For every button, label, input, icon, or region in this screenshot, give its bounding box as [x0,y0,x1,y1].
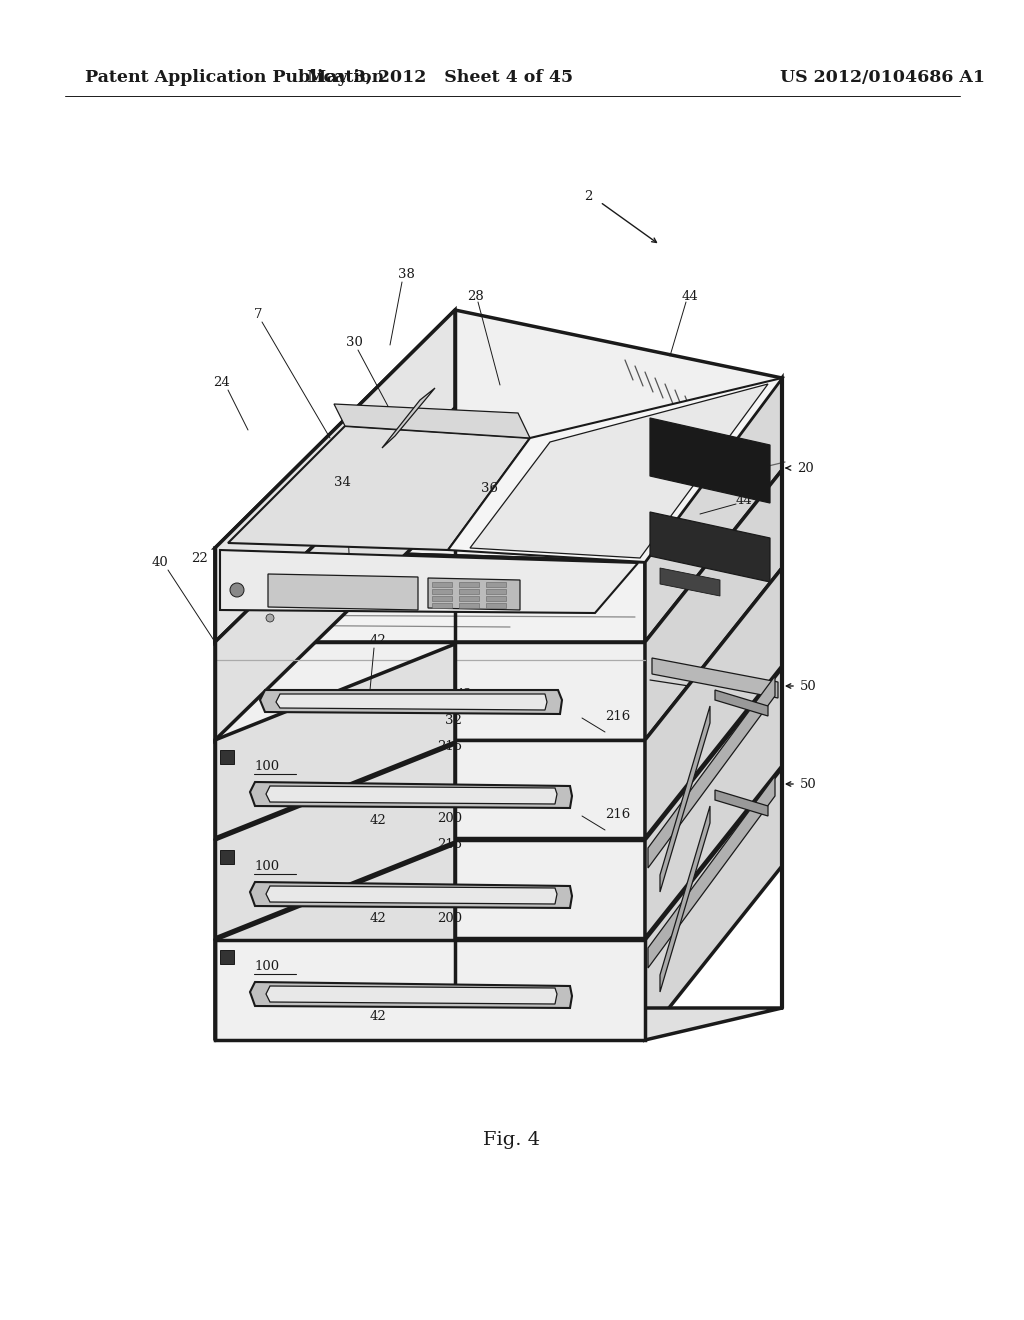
Text: 42: 42 [370,813,386,826]
Text: 215: 215 [437,837,463,850]
Polygon shape [215,644,455,838]
Text: 2: 2 [584,190,592,202]
Text: 32: 32 [444,714,462,726]
Bar [220,950,234,964]
Polygon shape [486,597,506,601]
Text: 38: 38 [397,268,415,281]
Polygon shape [645,378,782,642]
Polygon shape [645,568,782,838]
Text: 42: 42 [456,785,472,799]
Polygon shape [266,986,557,1005]
Polygon shape [266,886,557,904]
Polygon shape [260,690,562,714]
Text: 24: 24 [214,375,230,388]
Polygon shape [276,694,547,710]
Text: 44: 44 [682,289,698,302]
Polygon shape [650,418,770,503]
Text: 216: 216 [605,808,631,821]
Polygon shape [459,589,479,594]
Polygon shape [215,744,455,939]
Polygon shape [228,426,530,550]
Polygon shape [250,882,572,908]
Polygon shape [250,982,572,1008]
Text: 40: 40 [152,556,168,569]
Text: 7: 7 [254,308,262,321]
Polygon shape [215,940,645,1040]
Polygon shape [645,470,782,741]
Text: 30: 30 [345,335,362,348]
Text: 50: 50 [800,680,816,693]
Polygon shape [459,603,479,609]
Polygon shape [215,408,455,741]
Text: 200: 200 [437,912,463,924]
Text: 42: 42 [370,1010,386,1023]
Polygon shape [648,776,775,968]
Polygon shape [215,642,645,741]
Text: 100: 100 [254,759,280,772]
Polygon shape [215,310,782,562]
Polygon shape [432,582,452,587]
Text: 42: 42 [456,688,472,701]
Text: 100: 100 [254,859,280,873]
Text: Fig. 4: Fig. 4 [483,1131,541,1148]
Polygon shape [334,404,530,438]
Text: 26: 26 [706,437,723,450]
Polygon shape [459,582,479,587]
Text: May 3, 2012   Sheet 4 of 45: May 3, 2012 Sheet 4 of 45 [307,70,573,87]
Text: 44: 44 [720,397,736,411]
Polygon shape [650,512,770,582]
Polygon shape [268,574,418,610]
Polygon shape [215,843,455,1038]
Text: 34: 34 [334,475,350,488]
Polygon shape [215,741,645,838]
Circle shape [230,583,244,597]
Polygon shape [382,388,435,447]
Text: 100: 100 [254,960,280,973]
Polygon shape [486,603,506,609]
Text: Patent Application Publication: Patent Application Publication [85,70,384,87]
Text: US 2012/0104686 A1: US 2012/0104686 A1 [780,70,985,87]
Text: 215: 215 [437,739,463,752]
Polygon shape [660,706,710,892]
Polygon shape [645,768,782,1038]
Polygon shape [432,589,452,594]
Text: 22: 22 [191,552,208,565]
Polygon shape [652,657,778,698]
Polygon shape [432,603,452,609]
Text: 42: 42 [370,912,386,924]
Polygon shape [428,578,520,610]
Text: 28: 28 [468,289,484,302]
Bar [220,850,234,865]
Polygon shape [486,589,506,594]
Polygon shape [220,550,638,612]
Polygon shape [215,940,645,1038]
Polygon shape [449,378,782,562]
Circle shape [266,614,274,622]
Polygon shape [715,690,768,715]
Polygon shape [432,597,452,601]
Polygon shape [459,597,479,601]
Text: 20: 20 [798,462,814,474]
Polygon shape [266,785,557,804]
Polygon shape [645,668,782,939]
Polygon shape [486,582,506,587]
Text: 42: 42 [370,634,386,647]
Polygon shape [215,1008,782,1040]
Bar [220,750,234,764]
Polygon shape [470,384,768,558]
Polygon shape [250,781,572,808]
Polygon shape [215,840,645,939]
Text: 44: 44 [735,494,753,507]
Polygon shape [660,807,710,993]
Text: 200: 200 [437,812,463,825]
Text: 50: 50 [800,777,816,791]
Text: 216: 216 [605,710,631,722]
Polygon shape [660,568,720,597]
Polygon shape [215,310,455,642]
Text: 36: 36 [481,482,499,495]
Text: 42: 42 [426,886,442,899]
Polygon shape [215,548,645,642]
Polygon shape [715,789,768,816]
Polygon shape [648,676,775,869]
